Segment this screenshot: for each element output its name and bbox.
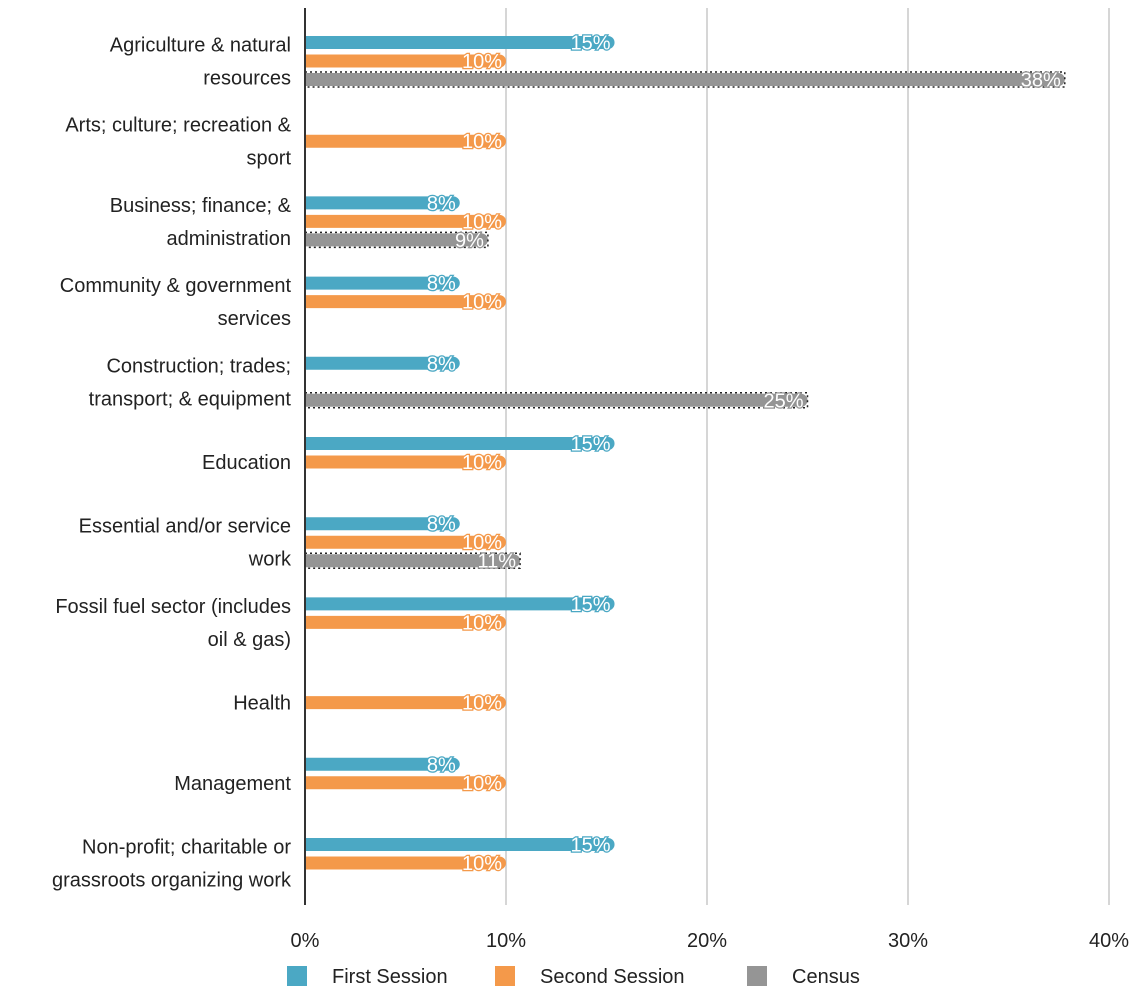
- legend: First Session Second Session Census: [287, 966, 860, 988]
- census-bar: [305, 393, 808, 407]
- first-session-data-label: 15%: [571, 835, 611, 857]
- first-session-bar: [305, 437, 615, 450]
- category-label-line: Education: [202, 452, 291, 474]
- category-label: Arts; culture; recreation & sport: [65, 115, 291, 170]
- census-bar: [305, 554, 521, 568]
- category-label-line: Health: [233, 693, 291, 715]
- category-label-line: Arts; culture; recreation &: [65, 115, 291, 137]
- category-label: Education: [202, 452, 291, 474]
- first-session-legend-label: First Session: [332, 966, 448, 988]
- first-session-data-label: 8%: [427, 273, 456, 295]
- category-label: Health: [233, 693, 291, 715]
- first-session-data-label: 8%: [427, 514, 456, 536]
- category-label-line: services: [218, 308, 291, 330]
- first-session-data-label: 8%: [427, 754, 456, 776]
- gridlines: [505, 8, 1110, 905]
- first-session-bar: [305, 838, 615, 851]
- first-session-data-label: 8%: [427, 193, 456, 215]
- second-session-bar: [305, 696, 506, 710]
- second-session-data-label: 10%: [462, 612, 502, 634]
- second-session-legend-swatch: [495, 966, 515, 986]
- second-session-data-label: 10%: [462, 211, 502, 233]
- second-session-data-label: 10%: [462, 51, 502, 73]
- category-label: Essential and/or service work: [79, 516, 292, 571]
- category-label-line: Fossil fuel sector (includes: [55, 596, 291, 618]
- first-session-bar: [305, 196, 460, 210]
- census-data-label: 25%: [763, 390, 803, 412]
- first-session-data-label: 15%: [571, 33, 611, 55]
- category-label-line: administration: [166, 228, 291, 250]
- first-session-bar: [305, 356, 460, 370]
- category-label-line: transport; & equipment: [89, 388, 292, 410]
- category-label-line: oil & gas): [208, 629, 291, 651]
- first-session-data-label: 15%: [571, 434, 611, 456]
- second-session-bar: [305, 455, 506, 469]
- category-label-line: Non-profit; charitable or: [82, 837, 291, 859]
- second-session-bar: [305, 856, 506, 870]
- second-session-data-label: 10%: [462, 131, 502, 153]
- second-session-data-label: 10%: [462, 452, 502, 474]
- census-bar: [305, 73, 1065, 86]
- category-label-line: resources: [203, 68, 291, 90]
- category-label-line: grassroots organizing work: [52, 870, 292, 892]
- category-label: Non-profit; charitable or grassroots orga…: [52, 837, 292, 892]
- census-bar-outline: [304, 392, 809, 409]
- first-session-bar: [305, 276, 460, 290]
- second-session-bar: [305, 214, 506, 228]
- second-session-bar: [305, 54, 506, 68]
- bars: 15%10%38%10%8%10%9%8%10%8%25%15%10%8%10%…: [304, 31, 1066, 876]
- second-session-legend-label: Second Session: [540, 966, 685, 988]
- census-data-label: 9%: [455, 230, 484, 252]
- category-label-line: work: [248, 549, 292, 571]
- census-legend-label: Census: [792, 966, 860, 988]
- second-session-bar: [305, 134, 506, 148]
- second-session-data-label: 10%: [462, 693, 502, 715]
- category-label: Construction; trades; transport; & equipm…: [89, 355, 292, 410]
- category-label-line: sport: [247, 148, 292, 170]
- second-session-data-label: 10%: [462, 773, 502, 795]
- second-session-bar: [305, 615, 506, 629]
- census-legend-swatch: [747, 966, 767, 986]
- x-tick-label: 30%: [888, 930, 928, 952]
- category-labels: Agriculture & natural resources Arts; cult…: [52, 35, 292, 892]
- x-tick-label: 20%: [687, 930, 727, 952]
- second-session-data-label: 10%: [462, 292, 502, 314]
- census-bar: [305, 233, 488, 247]
- category-label-line: Agriculture & natural: [110, 35, 291, 57]
- category-label-line: Essential and/or service: [79, 516, 291, 538]
- census-data-label: 38%: [1021, 70, 1061, 92]
- x-tick-label: 40%: [1089, 930, 1129, 952]
- category-label-line: Management: [174, 773, 291, 795]
- first-session-data-label: 8%: [427, 353, 456, 375]
- x-tick-labels: 0% 10% 20% 30% 40%: [291, 930, 1130, 952]
- category-label: Community & government services: [60, 275, 292, 330]
- category-label-line: Construction; trades;: [106, 355, 291, 377]
- second-session-data-label: 10%: [462, 853, 502, 875]
- first-session-bar: [305, 36, 615, 49]
- x-tick-label: 10%: [486, 930, 526, 952]
- category-label-line: Community & government: [60, 275, 292, 297]
- second-session-bar: [305, 776, 506, 790]
- first-session-legend-swatch: [287, 966, 307, 986]
- first-session-bar: [305, 757, 460, 771]
- x-tick-label: 0%: [291, 930, 320, 952]
- category-label: Management: [174, 773, 291, 795]
- second-session-data-label: 10%: [462, 532, 502, 554]
- census-bar-outline: [304, 231, 489, 249]
- first-session-bar: [305, 517, 460, 531]
- first-session-data-label: 15%: [571, 594, 611, 616]
- first-session-bar: [305, 597, 615, 611]
- category-label: Fossil fuel sector (includes oil & gas): [55, 596, 291, 651]
- census-data-label: 11%: [478, 551, 517, 573]
- category-label-line: Business; finance; &: [110, 195, 292, 217]
- category-label: Business; finance; & administration: [110, 195, 292, 250]
- category-label: Agriculture & natural resources: [110, 35, 291, 90]
- second-session-bar: [305, 535, 506, 549]
- second-session-bar: [305, 295, 506, 309]
